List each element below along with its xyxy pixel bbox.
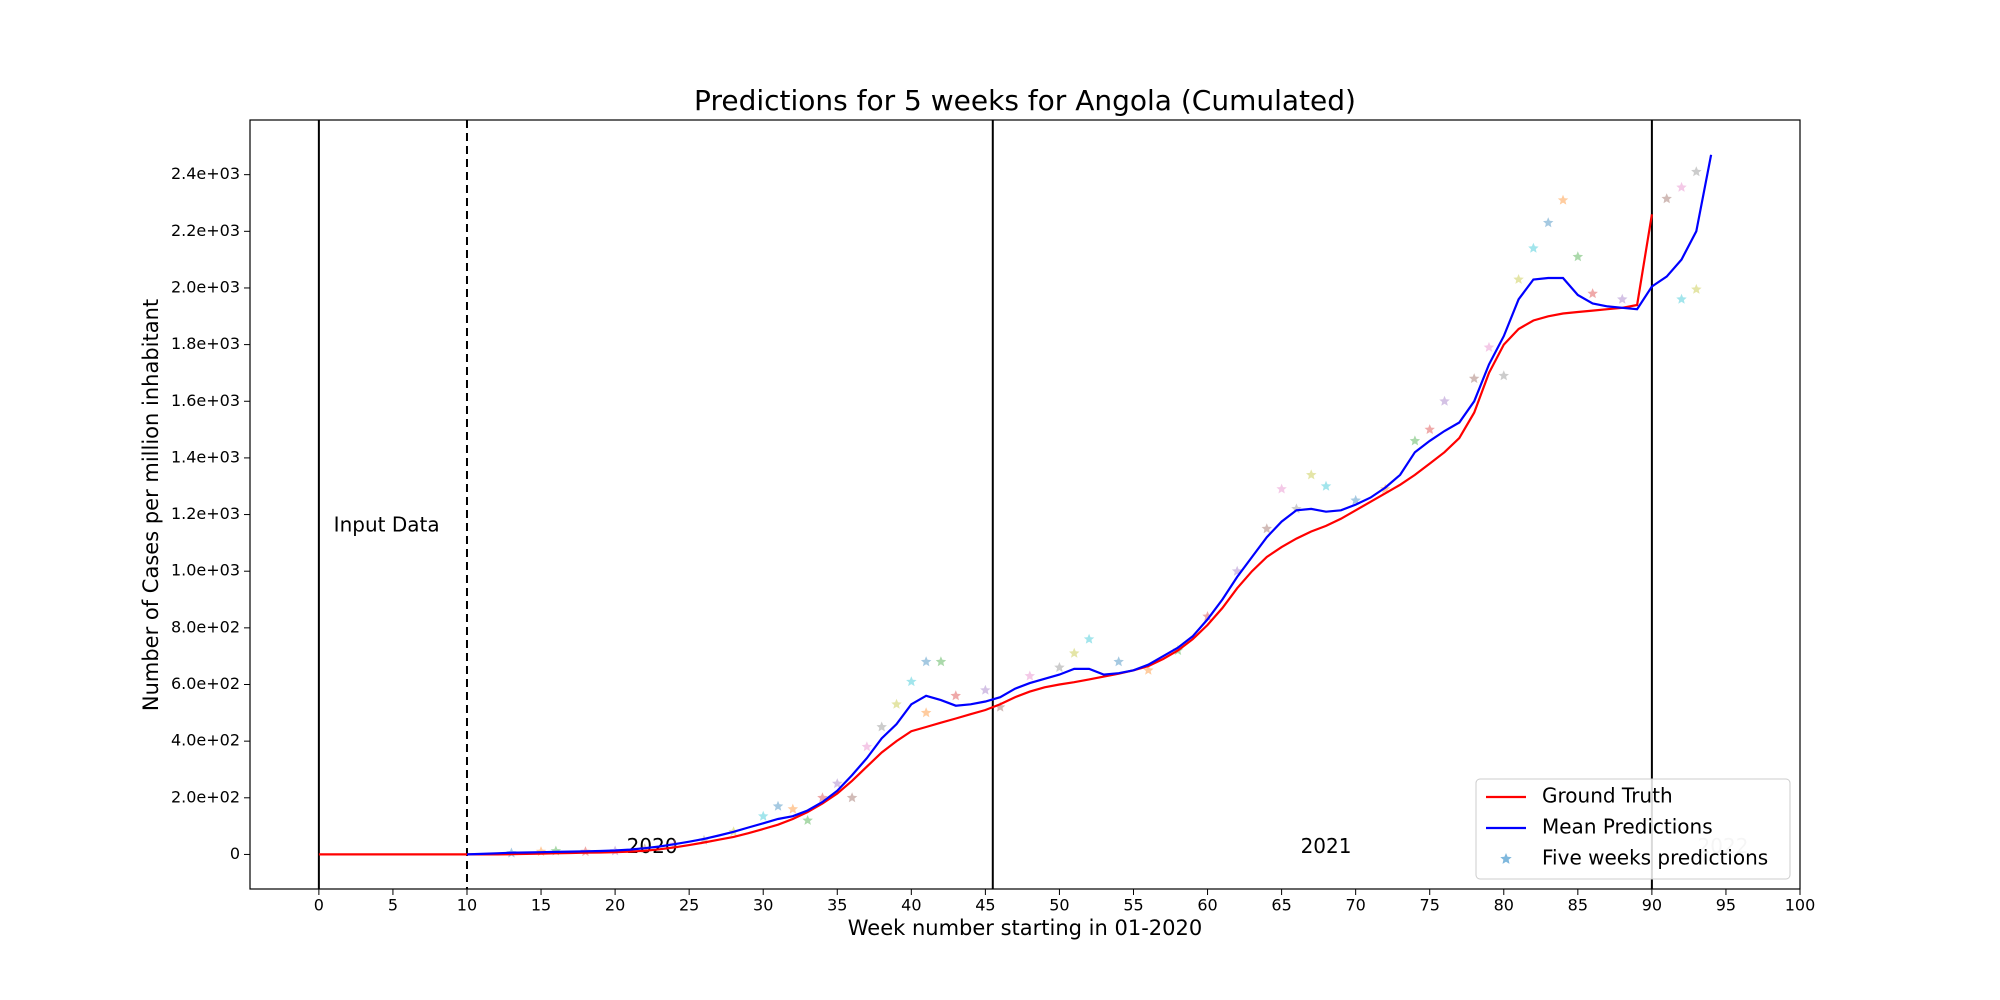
y-tick-label: 1.6e+03 [171,391,240,410]
y-tick-label: 1.4e+03 [171,447,240,466]
y-tick-label: 0 [230,844,240,863]
prediction-star [787,803,799,814]
prediction-star [1320,480,1332,491]
y-tick-label: 2.0e+03 [171,277,240,296]
prediction-star [1572,251,1584,262]
prediction-star [1409,435,1421,446]
x-tick-label: 0 [314,896,324,915]
prediction-star [1691,283,1702,294]
prediction-star [876,721,887,732]
x-tick-label: 80 [1494,896,1514,915]
prediction-star [1143,664,1154,675]
prediction-star [1424,424,1435,434]
prediction-star [1261,523,1272,534]
prediction-star [1676,181,1687,192]
legend-label: Mean Predictions [1542,815,1713,839]
x-tick-label: 45 [975,896,995,915]
prediction-star [832,778,843,789]
prediction-star [950,690,961,701]
x-tick-label: 10 [457,896,477,915]
series-line [466,154,1713,856]
prediction-star [1483,341,1495,352]
x-tick-label: 55 [1123,896,1143,915]
prediction-star [1617,293,1628,304]
prediction-star [1498,370,1509,381]
y-tick-label: 1.2e+03 [171,504,240,523]
x-tick-label: 5 [388,896,398,915]
annotation: Input Data [334,512,440,536]
x-tick-label: 60 [1197,896,1217,915]
x-tick-label: 30 [753,896,773,915]
prediction-star [1557,194,1569,205]
legend-label: Ground Truth [1542,784,1673,808]
series-line [318,214,1653,856]
chart-title: Predictions for 5 weeks for Angola (Cumu… [694,84,1356,117]
y-tick-label: 6.0e+02 [171,674,240,693]
y-tick-label: 1.8e+03 [171,334,240,353]
y-tick-label: 1.0e+03 [171,561,240,580]
prediction-star [995,701,1006,712]
x-tick-label: 75 [1420,896,1440,915]
prediction-star [1439,395,1450,406]
x-tick-label: 25 [679,896,699,915]
prediction-star [1276,483,1287,494]
prediction-star [1661,193,1672,204]
prediction-star [891,698,902,709]
legend-star [1500,853,1512,864]
prediction-star [920,656,932,667]
prediction-star [1468,373,1480,383]
x-tick-label: 100 [1785,896,1816,915]
x-axis-label: Week number starting in 01-2020 [848,916,1202,940]
y-axis-label: Number of Cases per million inhabitant [139,299,163,711]
x-tick-label: 70 [1345,896,1365,915]
prediction-star [1587,288,1598,299]
x-tick-label: 35 [827,896,847,915]
y-tick-label: 4.0e+02 [171,731,240,750]
y-tick-label: 2.2e+03 [171,221,240,240]
x-tick-label: 15 [531,896,551,915]
prediction-star [1083,633,1095,644]
prediction-star [772,800,784,811]
prediction-star [1054,662,1065,672]
x-tick-label: 65 [1271,896,1291,915]
prediction-star [935,656,947,667]
prediction-star [920,707,932,718]
x-tick-label: 95 [1716,896,1736,915]
prediction-star [906,676,917,687]
prediction-star [1676,293,1687,304]
prediction-star [1024,670,1035,681]
prediction-star [758,810,769,821]
prediction-star [1069,647,1080,658]
prediction-star [1113,656,1124,667]
prediction-star [846,792,858,803]
x-tick-label: 40 [901,896,921,915]
legend-label: Five weeks predictions [1542,846,1768,870]
prediction-star [1691,166,1702,177]
prediction-star [861,741,873,752]
prediction-star [1306,469,1317,480]
plot-frame [249,119,1801,890]
legend-box [1475,778,1791,880]
annotation: 2021 [1301,834,1352,858]
x-tick-label: 90 [1642,896,1662,915]
prediction-star [1202,611,1213,621]
y-tick-label: 2.0e+02 [171,787,240,806]
x-tick-label: 20 [605,896,625,915]
prediction-star [1528,242,1539,253]
prediction-star [802,815,813,825]
prediction-star [1513,274,1524,284]
prediction-star [980,684,991,695]
y-tick-label: 2.4e+03 [171,164,240,183]
x-tick-label: 85 [1568,896,1588,915]
y-tick-label: 8.0e+02 [171,617,240,636]
x-tick-label: 50 [1049,896,1069,915]
prediction-star [1543,217,1554,228]
